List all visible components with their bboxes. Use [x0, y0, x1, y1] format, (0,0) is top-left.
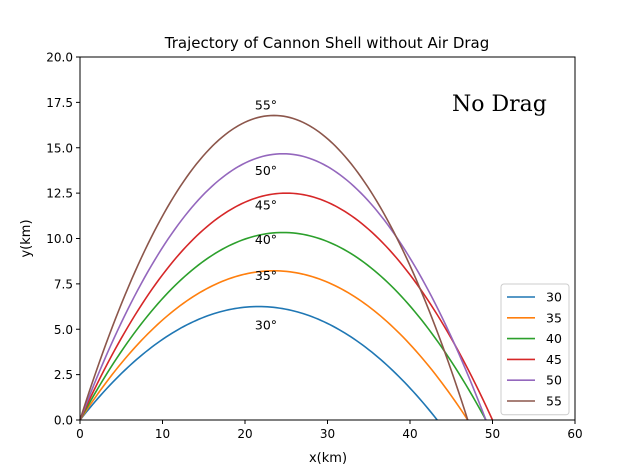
angle-label-55: 55°: [255, 98, 277, 113]
y-tick-label: 15.0: [46, 141, 73, 155]
angle-label-50: 50°: [255, 163, 277, 178]
series-line-30: [79, 305, 438, 421]
angle-label-45: 45°: [255, 197, 277, 212]
y-tick-label: 5.0: [54, 323, 73, 337]
x-tick-label: 60: [567, 427, 582, 441]
angle-label-40: 40°: [255, 232, 277, 247]
series-curves: [79, 114, 494, 421]
series-line-35: [79, 270, 469, 421]
angle-label-30: 30°: [255, 317, 277, 332]
legend-label-35: 35: [546, 310, 562, 325]
x-tick-label: 30: [320, 427, 335, 441]
x-tick-label: 50: [485, 427, 500, 441]
legend-label-45: 45: [546, 352, 562, 367]
legend: 30 35 40 45 50 55: [500, 283, 570, 416]
x-axis-label: x(km): [309, 451, 347, 466]
series-line-55: [79, 114, 469, 421]
y-tick-label: 2.5: [54, 368, 73, 382]
legend-label-30: 30: [546, 290, 562, 305]
legend-label-50: 50: [546, 373, 562, 388]
series-line-45: [79, 192, 494, 421]
x-tick-label: 20: [237, 427, 252, 441]
x-tick-label: 10: [155, 427, 170, 441]
legend-label-55: 55: [546, 394, 562, 409]
angle-label-35: 35°: [255, 268, 277, 283]
x-axis-ticks: 0 10 20 30 40 50 60: [76, 420, 583, 441]
y-tick-label: 7.5: [54, 277, 73, 291]
y-tick-label: 10.0: [46, 232, 73, 246]
y-tick-label: 20.0: [46, 51, 73, 65]
series-line-50: [79, 152, 487, 421]
y-tick-label: 0.0: [54, 414, 73, 428]
y-tick-label: 12.5: [46, 187, 73, 201]
no-drag-annotation: No Drag: [452, 92, 547, 117]
angle-labels: 30° 35° 40° 45° 50° 55°: [255, 98, 277, 333]
x-tick-label: 0: [76, 427, 84, 441]
chart-title: Trajectory of Cannon Shell without Air D…: [164, 34, 490, 52]
x-tick-label: 40: [402, 427, 417, 441]
y-axis-ticks: 0.0 2.5 5.0 7.5 10.0 12.5 15.0 17.5 20.0: [46, 51, 80, 428]
y-tick-label: 17.5: [46, 96, 73, 110]
plot-area: [80, 57, 575, 420]
series-line-40: [79, 231, 487, 421]
y-axis-label: y(km): [19, 219, 34, 257]
legend-box: [500, 283, 570, 416]
legend-label-40: 40: [546, 331, 562, 346]
